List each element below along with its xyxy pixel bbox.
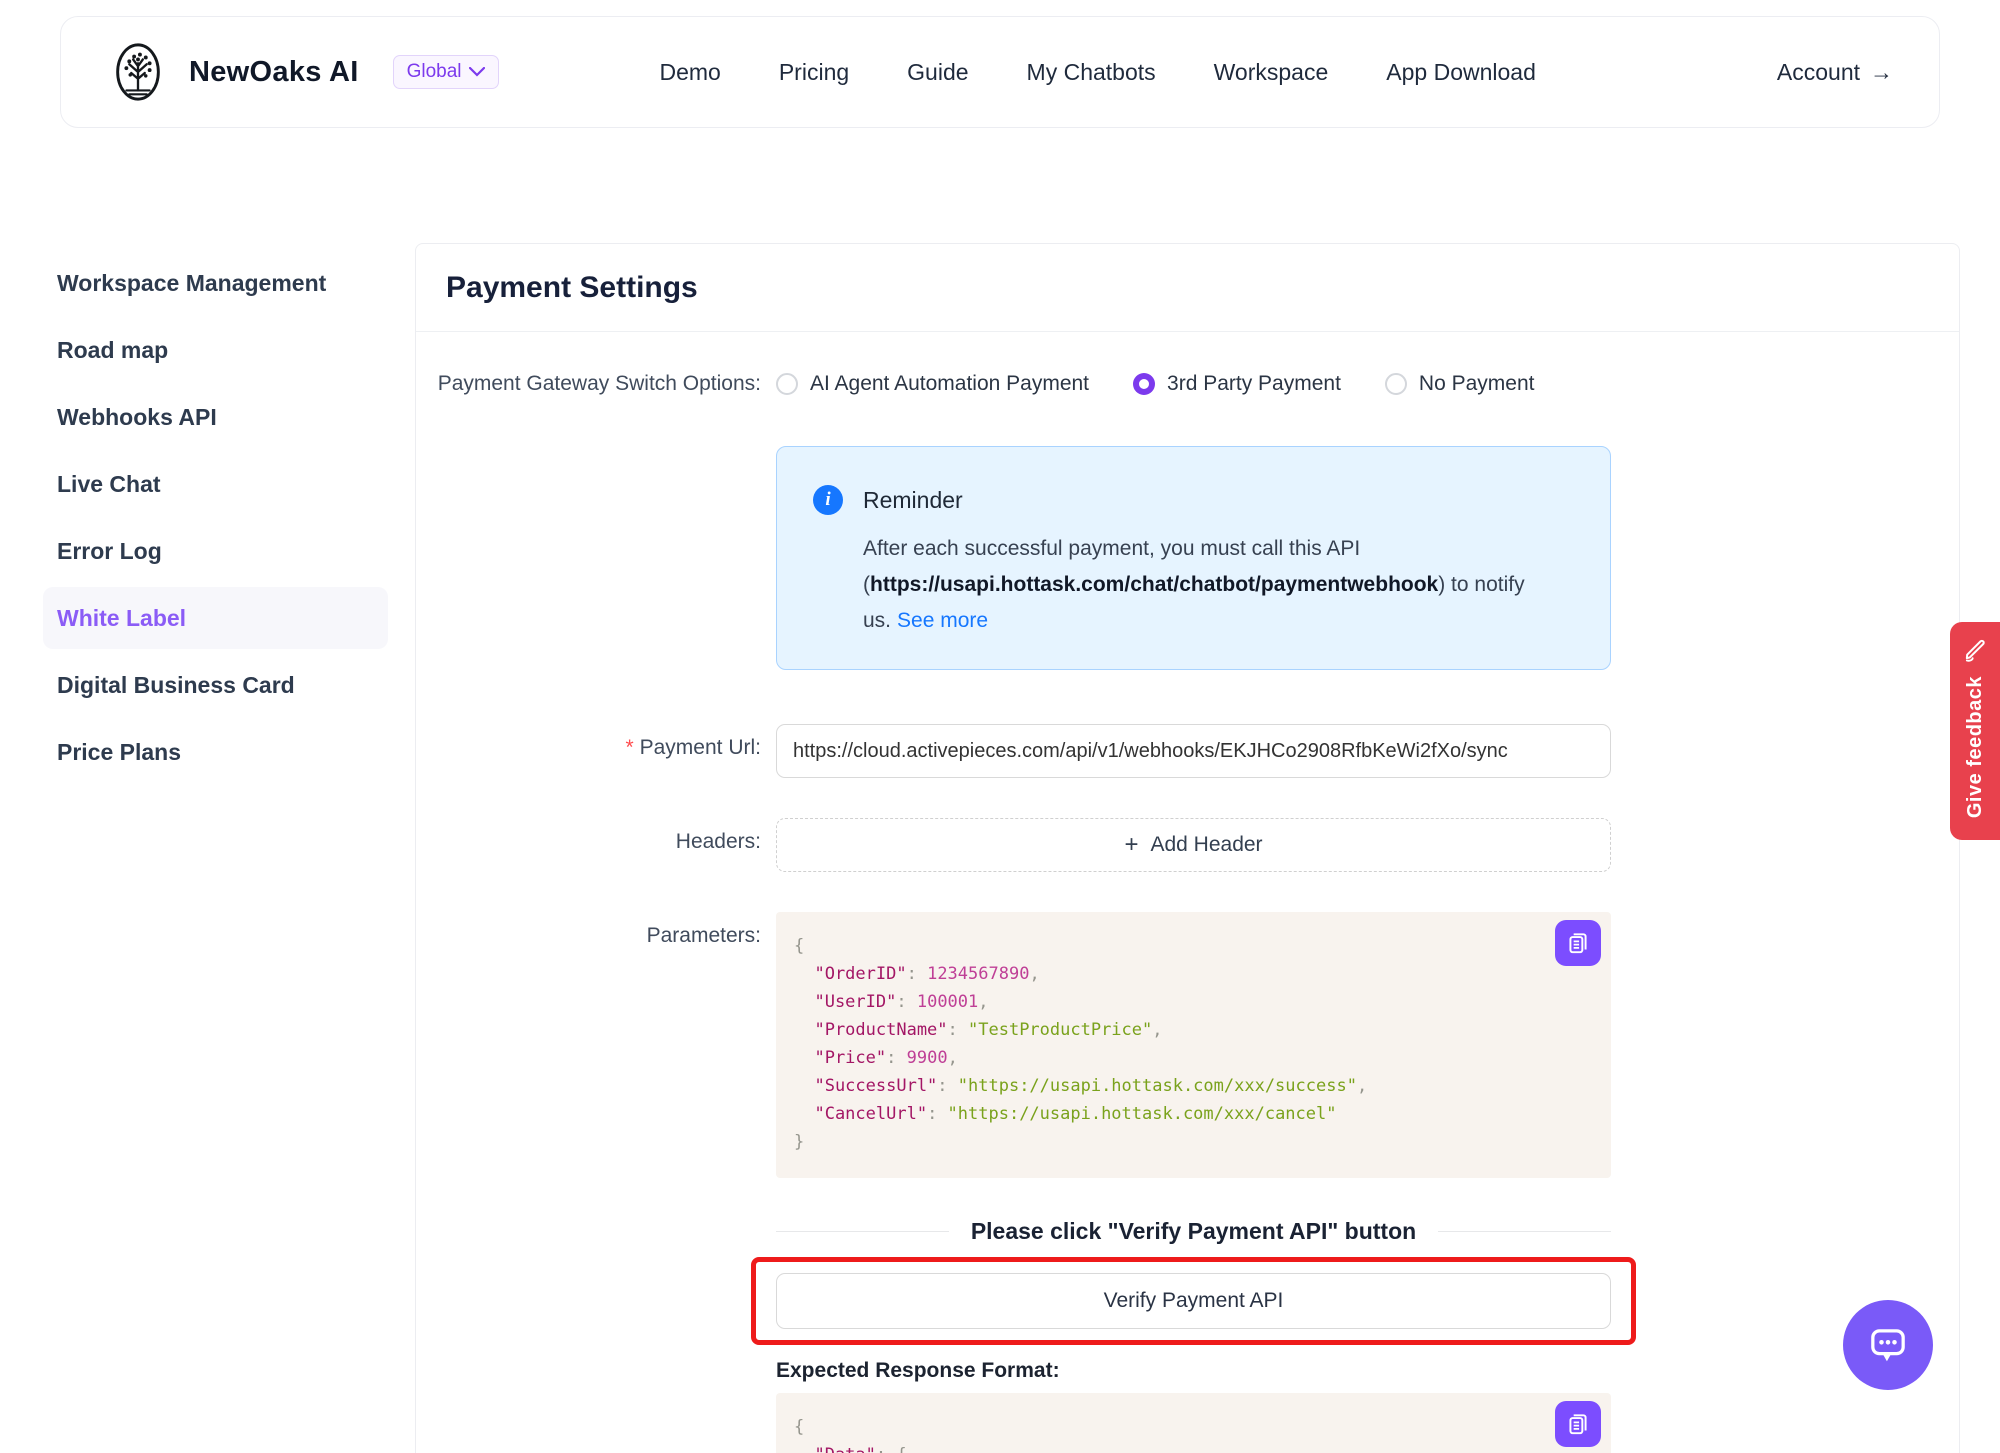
region-label: Global	[406, 61, 462, 82]
code-line: "CancelUrl": "https://usapi.hottask.com/…	[794, 1104, 1337, 1124]
code-line: "ProductName": "TestProductPrice",	[794, 1020, 1163, 1040]
code-line: "OrderID": 1234567890,	[794, 964, 1040, 984]
code-line: {	[794, 936, 805, 956]
payment-url-row: * Payment Url:	[416, 724, 1959, 778]
nav-link-workspace[interactable]: Workspace	[1213, 58, 1329, 85]
response-code-block: { "Data": { "URL": "https://checkout.str…	[776, 1393, 1611, 1453]
reminder-row: i Reminder After each successful payment…	[416, 446, 1959, 670]
chat-bubble-icon	[1871, 1329, 1905, 1362]
headers-label: Headers:	[675, 830, 761, 853]
brand-link[interactable]: NewOaks AI Global	[107, 40, 500, 104]
sidebar-item-white-label[interactable]: White Label	[43, 587, 388, 649]
copy-icon[interactable]	[1555, 920, 1601, 966]
payment-settings-card: Payment Settings Payment Gateway Switch …	[415, 243, 1960, 1453]
card-header: Payment Settings	[416, 244, 1959, 332]
code-line: "UserID": 100001,	[794, 992, 989, 1012]
sidebar-item-digital-business-card[interactable]: Digital Business Card	[57, 671, 295, 698]
sidebar-item-webhooks-api[interactable]: Webhooks API	[57, 403, 217, 430]
nav-link-my-chatbots[interactable]: My Chatbots	[1026, 58, 1156, 85]
top-navbar: NewOaks AI Global Demo Pricing Guide My Cha…	[60, 16, 1940, 128]
reminder-api-url: https://usapi.hottask.com/chat/chatbot/p…	[870, 573, 1439, 596]
sidebar: Workspace Management Road map Webhooks API…	[43, 252, 388, 788]
give-feedback-label: Give feedback	[1963, 676, 1986, 819]
radio-circle[interactable]	[776, 373, 798, 395]
pencil-icon	[1965, 639, 1985, 662]
payment-url-label: Payment Url:	[639, 736, 761, 759]
radio-option-no-payment[interactable]: No Payment	[1384, 372, 1535, 396]
card-body: Payment Gateway Switch Options: AI Agent…	[416, 332, 1959, 1453]
newoaks-logo-icon	[107, 40, 169, 104]
add-header-button[interactable]: + Add Header	[776, 818, 1611, 872]
gateway-switch-row: Payment Gateway Switch Options: AI Agent…	[416, 372, 1959, 396]
response-row: { "Data": { "URL": "https://checkout.str…	[416, 1393, 1959, 1453]
radio-label: No Payment	[1418, 372, 1535, 395]
response-code: { "Data": { "URL": "https://checkout.str…	[794, 1413, 1593, 1453]
code-line: {	[794, 1417, 805, 1437]
plus-icon: +	[1124, 831, 1139, 858]
expected-response-label: Expected Response Format:	[776, 1359, 1060, 1382]
radio-option-3rd-party-payment[interactable]: 3rd Party Payment	[1133, 372, 1341, 396]
parameters-label: Parameters:	[646, 924, 761, 947]
radio-circle[interactable]	[1384, 373, 1407, 395]
sidebar-item-road-map[interactable]: Road map	[57, 336, 169, 363]
sidebar-item-error-log[interactable]: Error Log	[57, 537, 162, 564]
headers-row: Headers: + Add Header	[416, 818, 1959, 872]
gateway-radio-group: AI Agent Automation Payment 3rd Party Pay…	[776, 372, 1534, 396]
see-more-link[interactable]: See more	[897, 609, 989, 632]
chevron-down-icon	[469, 67, 486, 77]
nav-link-guide[interactable]: Guide	[907, 58, 969, 85]
info-icon: i	[813, 485, 843, 515]
code-line: "Data": {	[794, 1441, 1593, 1453]
required-mark: *	[625, 736, 634, 759]
region-selector[interactable]: Global	[392, 55, 500, 89]
radio-circle[interactable]	[1133, 373, 1156, 395]
chat-widget-button[interactable]	[1843, 1300, 1933, 1390]
divider-instruction: Please click "Verify Payment API" button	[776, 1218, 1611, 1245]
reminder-alert: i Reminder After each successful payment…	[776, 446, 1611, 670]
verify-payment-api-button[interactable]: Verify Payment API	[776, 1273, 1611, 1329]
page-title: Payment Settings	[446, 270, 698, 304]
code-line: }	[794, 1132, 805, 1152]
account-button[interactable]: Account →	[1777, 59, 1893, 86]
arrow-right-icon: →	[1870, 58, 1893, 85]
nav-links: Demo Pricing Guide My Chatbots Workspace App …	[659, 59, 1535, 86]
radio-option-ai-agent-automation-payment[interactable]: AI Agent Automation Payment	[776, 372, 1089, 396]
radio-label: AI Agent Automation Payment	[810, 372, 1090, 395]
sidebar-item-price-plans[interactable]: Price Plans	[57, 738, 182, 765]
sidebar-item-live-chat[interactable]: Live Chat	[57, 470, 161, 497]
parameters-code: { "OrderID": 1234567890, "UserID": 10000…	[794, 932, 1593, 1156]
code-line: "SuccessUrl": "https://usapi.hottask.com…	[794, 1076, 1368, 1096]
gateway-switch-label: Payment Gateway Switch Options:	[437, 372, 761, 395]
code-line: "Price": 9900,	[794, 1048, 958, 1068]
nav-link-demo[interactable]: Demo	[659, 58, 721, 85]
nav-link-app-download[interactable]: App Download	[1386, 58, 1536, 85]
radio-label: 3rd Party Payment	[1167, 372, 1341, 395]
give-feedback-tab[interactable]: Give feedback	[1950, 622, 2000, 840]
copy-icon[interactable]	[1555, 1401, 1601, 1447]
brand-name: NewOaks AI	[189, 55, 359, 88]
parameters-code-block: { "OrderID": 1234567890, "UserID": 10000…	[776, 912, 1611, 1178]
sidebar-item-workspace-management[interactable]: Workspace Management	[57, 269, 327, 296]
annotation-highlight-box: Verify Payment API	[751, 1257, 1636, 1345]
account-label: Account	[1776, 58, 1860, 85]
reminder-body: After each successful payment, you must …	[863, 537, 1525, 632]
payment-url-input[interactable]	[776, 724, 1611, 778]
reminder-title: Reminder	[863, 486, 963, 513]
parameters-row: Parameters: { "OrderID": 1234567890, "Us…	[416, 912, 1959, 1178]
nav-link-pricing[interactable]: Pricing	[778, 58, 850, 85]
